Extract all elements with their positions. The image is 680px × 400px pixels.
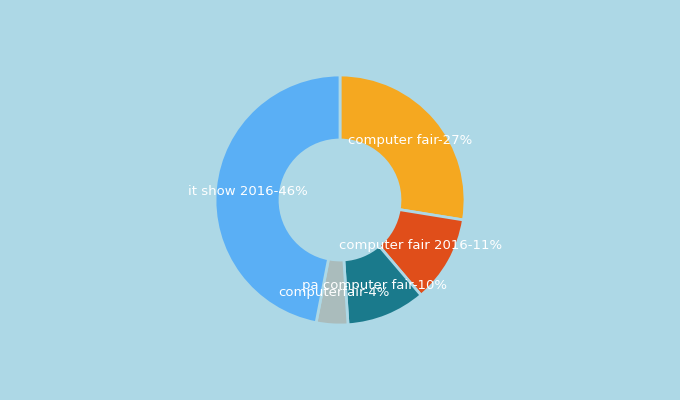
Text: computer fair 2016-11%: computer fair 2016-11% [339, 239, 502, 252]
Text: pa computer fair-10%: pa computer fair-10% [302, 279, 447, 292]
Wedge shape [340, 75, 465, 220]
Text: computerfair-4%: computerfair-4% [278, 286, 390, 299]
Wedge shape [379, 210, 463, 295]
Wedge shape [344, 246, 421, 325]
Wedge shape [215, 75, 340, 323]
Wedge shape [316, 259, 348, 325]
Text: computer fair-27%: computer fair-27% [348, 134, 473, 146]
Text: it show 2016-46%: it show 2016-46% [188, 185, 308, 198]
